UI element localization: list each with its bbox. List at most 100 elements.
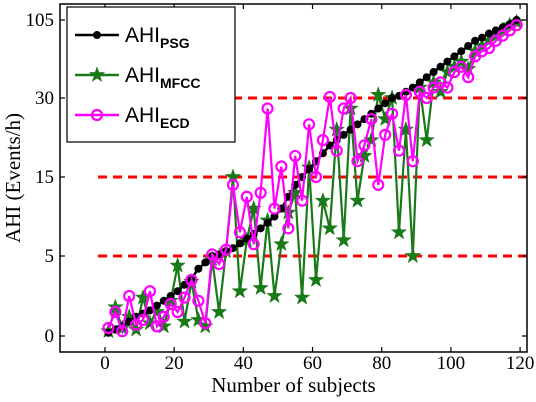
legend-label-main: AHI xyxy=(125,24,160,47)
data-point xyxy=(173,287,182,296)
data-point xyxy=(219,243,233,256)
data-point xyxy=(176,312,193,329)
data-point xyxy=(429,68,438,76)
data-point xyxy=(302,118,316,131)
data-point xyxy=(275,160,288,173)
data-point xyxy=(455,60,468,73)
data-point xyxy=(510,19,523,32)
data-point xyxy=(268,202,281,215)
x-tick-label: 20 xyxy=(165,353,184,374)
data-point xyxy=(169,256,186,273)
series-ecd xyxy=(102,19,523,338)
data-point xyxy=(289,149,302,163)
data-point xyxy=(247,238,260,251)
data-point xyxy=(422,73,431,82)
data-point xyxy=(356,147,373,164)
data-point xyxy=(194,264,203,273)
legend-label-main: AHI xyxy=(125,64,160,87)
legend-label-sub: MFCC xyxy=(160,75,200,91)
legend-marker xyxy=(90,108,104,122)
data-point xyxy=(443,57,452,66)
data-point xyxy=(316,134,330,147)
data-point xyxy=(399,88,413,101)
x-tick-label: 40 xyxy=(234,353,253,374)
data-point xyxy=(321,219,339,236)
data-point xyxy=(231,282,249,299)
y-tick-label: 0 xyxy=(45,326,55,347)
x-tick-label: 0 xyxy=(100,353,110,374)
data-point xyxy=(482,41,496,55)
data-point xyxy=(102,321,115,335)
data-point xyxy=(420,91,433,105)
legend-marker xyxy=(88,66,106,83)
y-tick-label: 5 xyxy=(45,246,55,267)
data-point xyxy=(457,47,466,56)
data-point xyxy=(404,247,422,264)
data-point xyxy=(123,289,136,303)
data-point xyxy=(256,224,265,233)
legend-entry-mfcc: AHIMFCC xyxy=(75,64,200,91)
legend-entry-ecd: AHIECD xyxy=(75,104,190,131)
data-point xyxy=(293,288,311,305)
series-layer xyxy=(100,13,525,339)
plot-frame xyxy=(59,3,528,353)
data-point xyxy=(136,313,150,327)
data-point xyxy=(261,102,274,115)
y-axis-label: AHI (Events/h) xyxy=(1,113,25,243)
data-point xyxy=(199,317,212,330)
data-point xyxy=(372,178,385,191)
data-point xyxy=(235,239,244,248)
data-point xyxy=(296,194,309,207)
data-point xyxy=(240,190,253,203)
data-point xyxy=(344,91,357,105)
legend-entry-psg: AHIPSG xyxy=(75,24,190,51)
data-point xyxy=(116,325,129,338)
x-tick-label: 120 xyxy=(506,353,535,374)
y-tick-label: 105 xyxy=(26,10,55,31)
data-point xyxy=(328,120,346,137)
data-point xyxy=(206,248,219,261)
legend-label: AHIPSG xyxy=(125,24,190,51)
data-point xyxy=(150,320,163,333)
data-point xyxy=(266,287,283,304)
data-point xyxy=(314,191,332,208)
data-point xyxy=(282,222,295,235)
data-point xyxy=(353,120,362,129)
data-point xyxy=(406,155,419,168)
data-point xyxy=(491,26,500,35)
data-point xyxy=(392,144,406,157)
data-point xyxy=(464,42,473,50)
data-point xyxy=(152,301,161,310)
data-point xyxy=(213,257,226,271)
data-point xyxy=(254,186,267,199)
data-point xyxy=(305,165,314,174)
data-point xyxy=(432,83,449,99)
legend-label: AHIMFCC xyxy=(125,64,200,91)
data-point xyxy=(337,102,350,115)
data-point xyxy=(365,112,378,126)
data-point xyxy=(192,294,205,307)
data-point xyxy=(325,141,334,150)
data-point xyxy=(441,81,454,94)
data-point xyxy=(369,86,387,103)
data-point xyxy=(171,305,184,319)
data-point xyxy=(242,234,251,243)
data-point xyxy=(226,178,240,191)
data-point xyxy=(335,231,353,248)
data-point xyxy=(157,310,170,323)
data-point xyxy=(436,62,445,71)
data-point xyxy=(374,104,383,113)
data-point xyxy=(201,258,210,267)
data-point xyxy=(252,279,269,296)
data-point xyxy=(397,120,415,137)
y-tick-label: 15 xyxy=(35,167,54,188)
data-point xyxy=(330,144,343,157)
x-axis-label: Number of subjects xyxy=(211,373,375,397)
data-point xyxy=(358,139,371,152)
data-point xyxy=(418,131,436,148)
data-point xyxy=(471,36,480,45)
data-point xyxy=(185,273,198,287)
legend-label-sub: PSG xyxy=(160,35,190,51)
data-point xyxy=(351,155,364,168)
